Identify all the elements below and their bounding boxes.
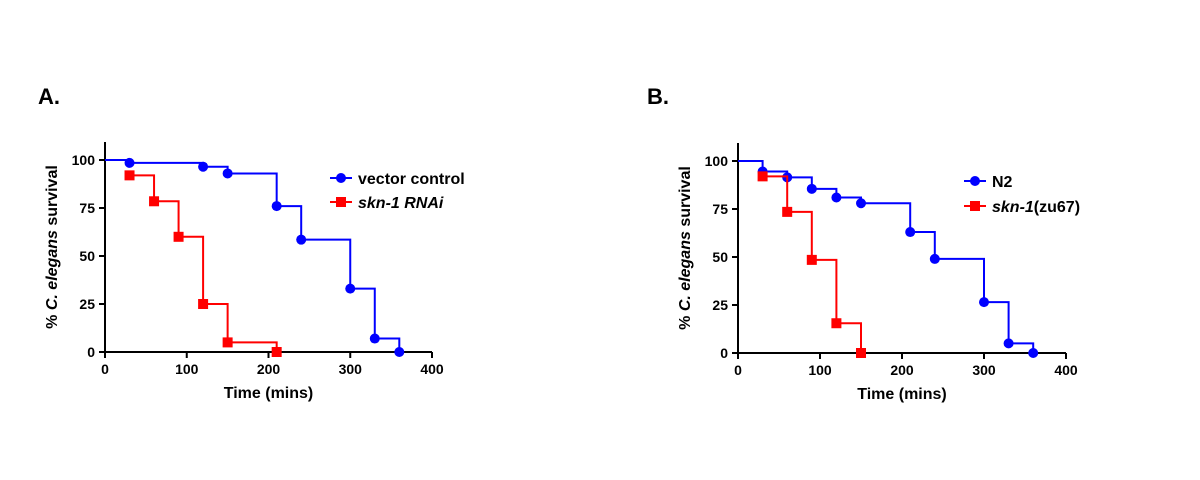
data-point <box>979 297 989 308</box>
legend-label: N2 <box>992 174 1013 191</box>
x-tick-label: 200 <box>257 361 281 377</box>
y-axis-title-prefix: % <box>677 311 694 330</box>
legend-marker <box>336 197 346 207</box>
data-point <box>929 253 940 264</box>
x-axis-title: Time (mins) <box>857 386 947 403</box>
series-line <box>105 159 401 352</box>
x-tick-label: 400 <box>420 361 444 377</box>
legend-label: vector control <box>358 171 465 188</box>
x-tick-label: 0 <box>101 361 109 377</box>
legend-label-part: (zu67) <box>1034 199 1080 216</box>
y-axis-title: % C. elegans survival <box>677 166 694 330</box>
legend-label-part: N2 <box>992 174 1013 191</box>
series-line <box>738 160 1035 353</box>
y-axis-title-species: C. elegans <box>677 231 694 311</box>
x-axis-title: Time (mins) <box>224 385 314 402</box>
x-tick-label: 300 <box>339 361 363 377</box>
data-point <box>271 201 282 212</box>
y-tick-label: 75 <box>79 200 95 216</box>
y-tick-label: 0 <box>720 345 728 361</box>
legend-label: skn-1(zu67) <box>992 199 1080 216</box>
legend-label-part: skn-1 <box>992 199 1034 216</box>
y-tick-label: 100 <box>72 152 96 168</box>
data-point <box>394 347 405 357</box>
series-skn-1-zu67- <box>757 171 866 358</box>
legend-marker <box>970 201 980 211</box>
legend-item: skn-1 RNAi <box>330 195 444 212</box>
legend-label-part: vector control <box>358 171 465 188</box>
legend-marker <box>970 176 980 186</box>
y-tick-label: 0 <box>87 344 95 360</box>
series-vector-control <box>105 157 405 357</box>
data-point <box>222 168 233 179</box>
y-tick-label: 50 <box>79 248 95 264</box>
x-tick-label: 200 <box>890 362 914 378</box>
data-point <box>905 227 916 238</box>
legend-label: skn-1 RNAi <box>358 195 444 212</box>
data-point <box>856 348 866 358</box>
y-axis-title-suffix: survival <box>677 166 694 231</box>
x-tick-label: 0 <box>734 362 742 378</box>
data-point <box>198 299 209 309</box>
data-point <box>369 333 380 344</box>
data-point <box>831 318 842 329</box>
panel-label: A. <box>38 84 60 109</box>
y-tick-label: 50 <box>712 249 728 265</box>
data-point <box>271 347 282 357</box>
y-axis-title-suffix: survival <box>44 165 61 230</box>
y-axis-title-prefix: % <box>44 310 61 329</box>
series-skn-1-rnai <box>124 170 282 357</box>
data-point <box>149 196 160 207</box>
legend-marker <box>336 173 346 183</box>
y-tick-label: 25 <box>712 297 728 313</box>
series-n2 <box>738 160 1039 358</box>
x-tick-label: 100 <box>808 362 832 378</box>
data-point <box>782 206 793 217</box>
data-point <box>173 231 184 242</box>
data-point <box>831 192 842 203</box>
data-point <box>856 198 866 209</box>
data-point <box>296 234 307 245</box>
data-point <box>198 161 209 172</box>
x-tick-label: 300 <box>972 362 996 378</box>
data-point <box>124 170 135 181</box>
panel-label: B. <box>647 84 669 109</box>
data-point <box>124 157 135 168</box>
legend-item: N2 <box>964 174 1013 191</box>
data-point <box>345 283 356 294</box>
series-line <box>129 174 278 352</box>
legend-item: skn-1(zu67) <box>964 199 1080 216</box>
x-tick-label: 400 <box>1054 362 1078 378</box>
y-tick-label: 75 <box>712 201 728 217</box>
legend-item: vector control <box>330 171 465 188</box>
data-point <box>1028 348 1039 358</box>
y-axis-title-species: C. elegans <box>44 230 61 310</box>
y-tick-label: 25 <box>79 296 95 312</box>
x-tick-label: 100 <box>175 361 199 377</box>
data-point <box>806 183 817 194</box>
data-point <box>1003 338 1014 349</box>
data-point <box>222 337 233 348</box>
legend-label-part: skn-1 RNAi <box>358 195 444 212</box>
y-axis-title: % C. elegans survival <box>44 165 61 329</box>
data-point <box>757 171 768 182</box>
data-point <box>806 254 817 265</box>
y-tick-label: 100 <box>705 153 729 169</box>
